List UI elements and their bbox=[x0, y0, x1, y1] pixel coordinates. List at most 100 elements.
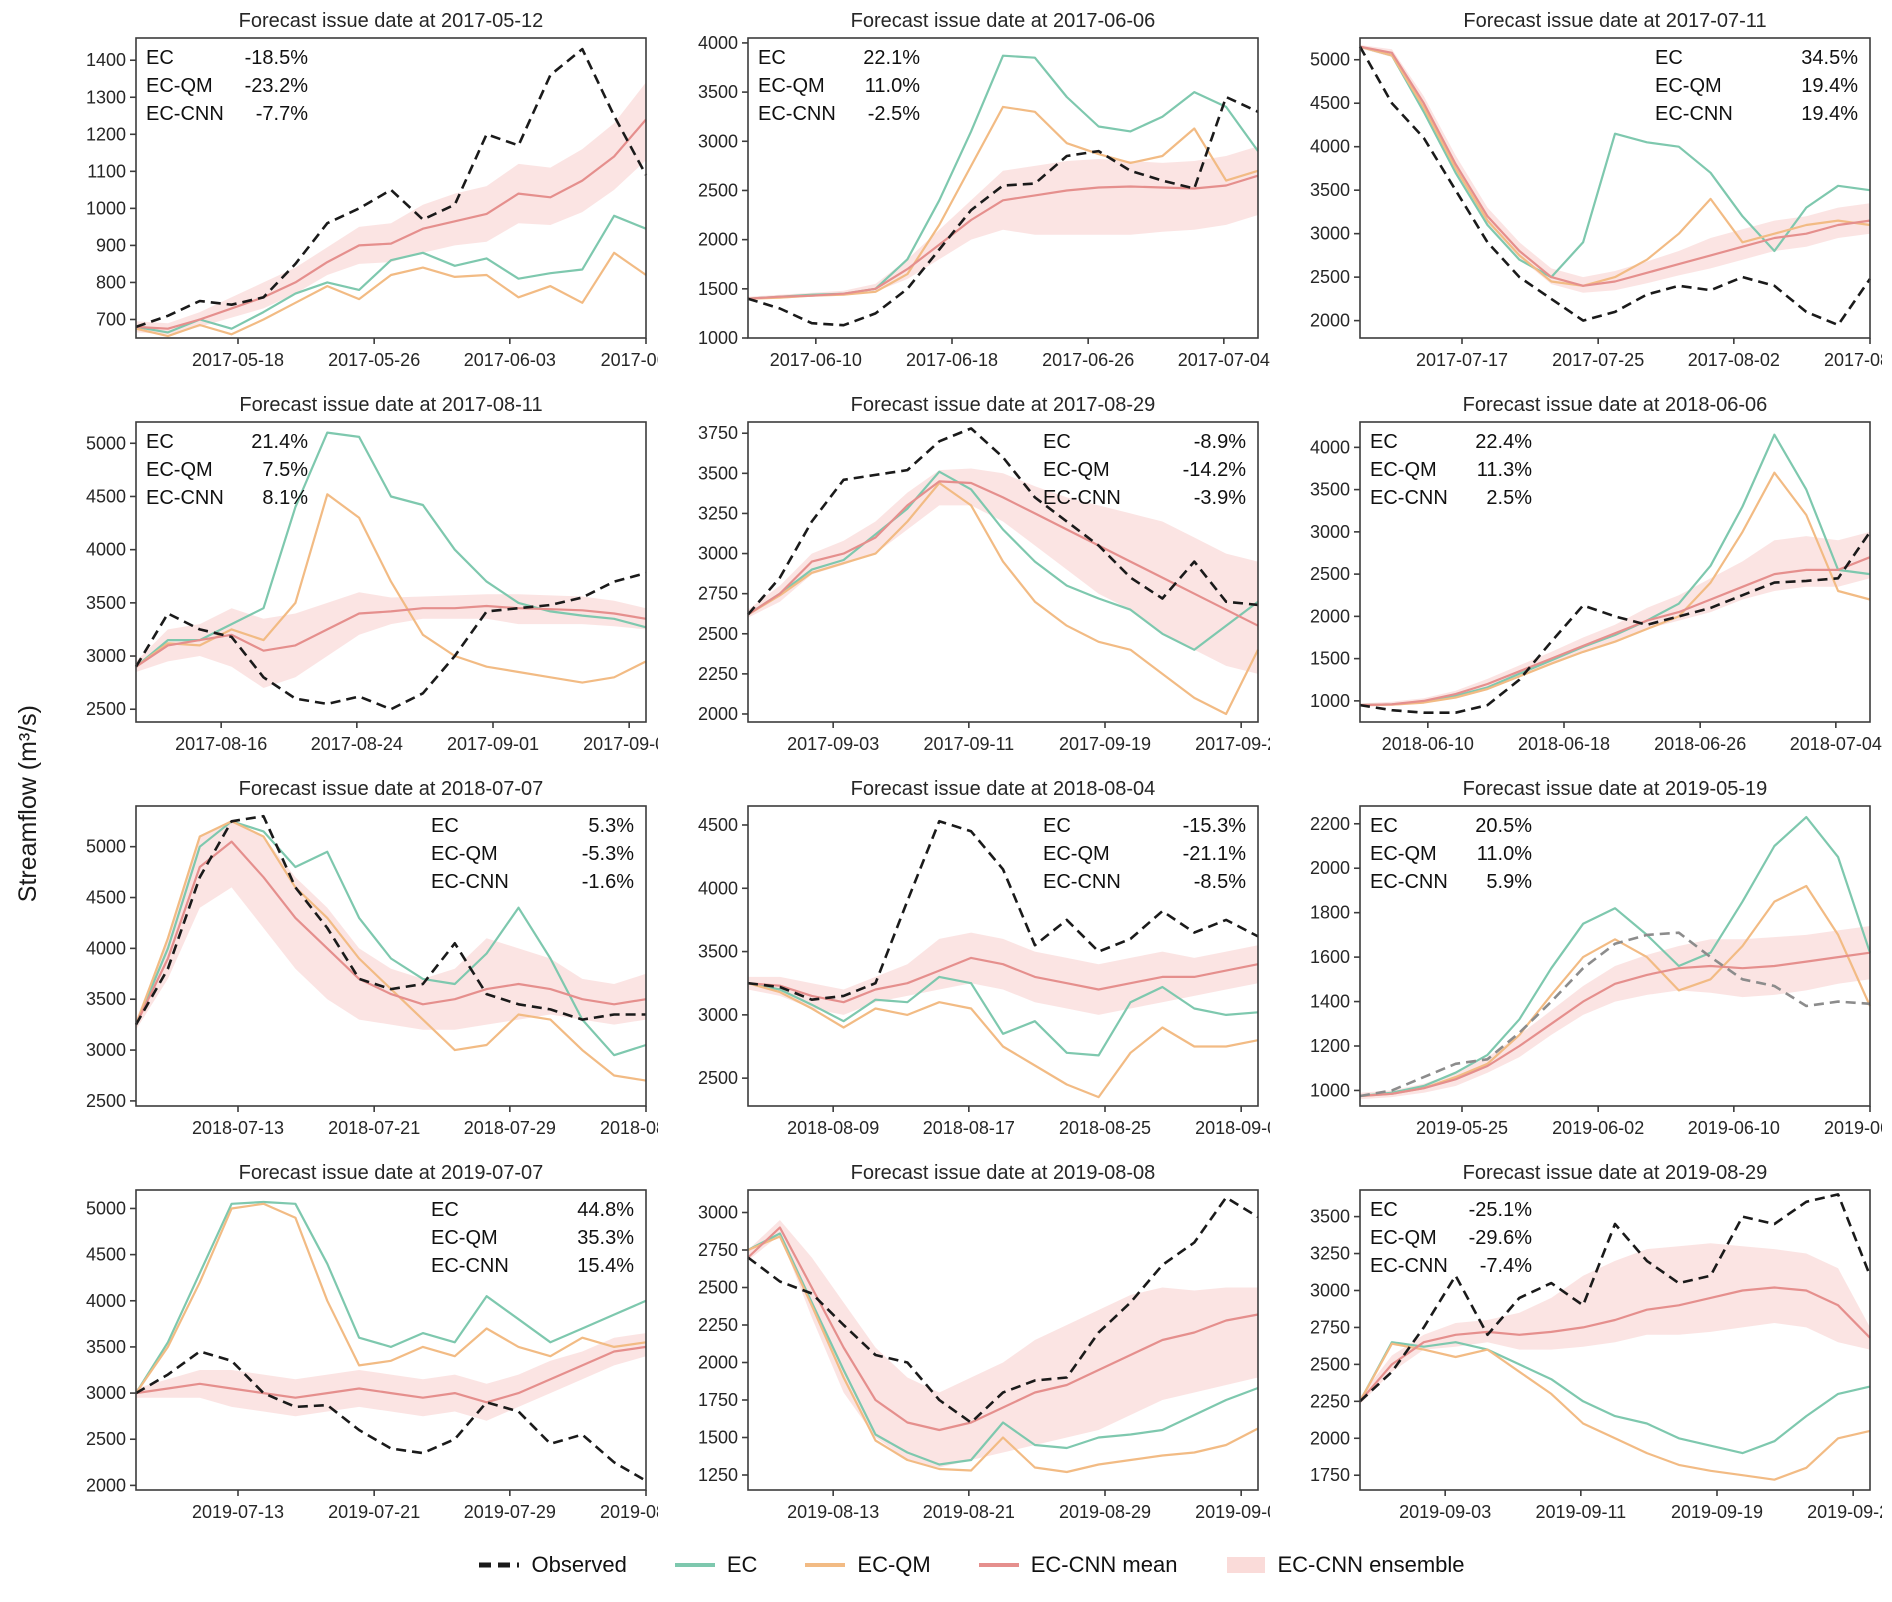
subplot-title: Forecast issue date at 2019-07-07 bbox=[239, 1162, 544, 1184]
axes-frame bbox=[747, 805, 1259, 1107]
x-tick-label: 2019-07-29 bbox=[464, 1502, 556, 1522]
annotation-model-name: EC-QM bbox=[146, 459, 213, 481]
y-tick-label: 2500 bbox=[1310, 564, 1350, 584]
annotation-model-value: -3.9% bbox=[1194, 487, 1246, 509]
x-tick-label: 2018-08-25 bbox=[1059, 1118, 1151, 1138]
y-tick-label: 4000 bbox=[698, 33, 738, 53]
y-tick-label: 5000 bbox=[86, 837, 126, 857]
y-tick-label: 1000 bbox=[1310, 691, 1350, 711]
y-tick-label: 4000 bbox=[1310, 437, 1350, 457]
subplot-6: Forecast issue date at 2018-06-06 1000 150… bbox=[1310, 394, 1882, 754]
x-tick-label: 2019-08-29 bbox=[1059, 1502, 1151, 1522]
y-tick-label: 3000 bbox=[1310, 522, 1350, 542]
y-axis: 2500 3000 3500 4000 4500 5000 bbox=[86, 433, 136, 719]
x-tick-label: 2017-06-10 bbox=[770, 350, 862, 370]
ec-line bbox=[135, 214, 647, 334]
legend-item-ec: EC bbox=[673, 1552, 757, 1578]
annotation-model-value: 20.5% bbox=[1475, 815, 1532, 837]
axes-frame bbox=[1359, 805, 1871, 1107]
x-tick-label: 2018-07-13 bbox=[192, 1118, 284, 1138]
y-tick-label: 1500 bbox=[698, 1428, 738, 1448]
y-tick-label: 2750 bbox=[1310, 1317, 1350, 1337]
y-tick-label: 2250 bbox=[698, 1315, 738, 1335]
y-tick-label: 3000 bbox=[698, 1005, 738, 1025]
y-tick-label: 1750 bbox=[698, 1390, 738, 1410]
axes-frame bbox=[747, 421, 1259, 723]
y-tick-label: 2000 bbox=[698, 704, 738, 724]
subplot-title: Forecast issue date at 2018-06-06 bbox=[1463, 394, 1768, 416]
annotation-model-value: -1.6% bbox=[582, 871, 634, 893]
y-tick-label: 4000 bbox=[86, 1291, 126, 1311]
annotation-model-value: 5.9% bbox=[1486, 871, 1532, 893]
annotation-model-value: -15.3% bbox=[1183, 815, 1247, 837]
x-axis: 2018-06-10 2018-06-18 2018-06-26 2018-07-04 bbox=[1382, 722, 1882, 754]
annotation-model-value: 22.1% bbox=[863, 47, 920, 69]
y-tick-label: 2000 bbox=[1310, 858, 1350, 878]
x-tick-label: 2019-06-18 bbox=[1824, 1118, 1882, 1138]
ec-cnn-mean-line bbox=[747, 480, 1259, 627]
annotation-model-name: EC-QM bbox=[1370, 1227, 1437, 1249]
axes-frame bbox=[135, 805, 647, 1107]
y-tick-label: 4000 bbox=[698, 878, 738, 898]
x-axis: 2017-08-16 2017-08-24 2017-09-01 2017-09-09 bbox=[175, 722, 658, 754]
y-tick-label: 3500 bbox=[1310, 180, 1350, 200]
annotation-model-name: EC-QM bbox=[431, 843, 498, 865]
y-tick-label: 1400 bbox=[1310, 992, 1350, 1012]
x-tick-label: 2019-06-10 bbox=[1688, 1118, 1780, 1138]
skill-annotation: EC -15.3% EC-QM -21.1% EC-CNN -8.5% bbox=[1043, 815, 1246, 893]
figure-content: Forecast issue date at 2017-05-12 700 800 9… bbox=[54, 6, 1888, 1602]
x-tick-label: 2017-09-03 bbox=[787, 734, 879, 754]
x-tick-label: 2018-06-18 bbox=[1518, 734, 1610, 754]
legend-label: Observed bbox=[531, 1552, 627, 1577]
x-tick-label: 2017-08-16 bbox=[175, 734, 267, 754]
x-tick-label: 2019-05-25 bbox=[1416, 1118, 1508, 1138]
x-tick-label: 2019-07-13 bbox=[192, 1502, 284, 1522]
annotation-model-value: -8.5% bbox=[1194, 871, 1246, 893]
y-tick-label: 2500 bbox=[1310, 1354, 1350, 1374]
x-tick-label: 2019-09-06 bbox=[1195, 1502, 1270, 1522]
y-tick-label: 3500 bbox=[86, 1337, 126, 1357]
skill-annotation: EC 22.4% EC-QM 11.3% EC-CNN 2.5% bbox=[1370, 431, 1532, 509]
x-tick-label: 2019-08-21 bbox=[923, 1502, 1015, 1522]
x-tick-label: 2019-09-19 bbox=[1671, 1502, 1763, 1522]
observed-line bbox=[747, 427, 1259, 616]
axes-frame bbox=[135, 37, 647, 339]
y-axis: 2500 3000 3500 4000 4500 bbox=[698, 815, 748, 1088]
y-tick-label: 3000 bbox=[86, 646, 126, 666]
annotation-model-name: EC-QM bbox=[1655, 75, 1722, 97]
y-tick-label: 700 bbox=[96, 309, 126, 329]
y-tick-label: 800 bbox=[96, 272, 126, 292]
annotation-model-value: -23.2% bbox=[245, 75, 309, 97]
x-tick-label: 2018-07-04 bbox=[1790, 734, 1882, 754]
y-tick-label: 1800 bbox=[1310, 903, 1350, 923]
y-tick-label: 4500 bbox=[698, 815, 738, 835]
y-tick-label: 2500 bbox=[86, 1429, 126, 1449]
skill-annotation: EC 21.4% EC-QM 7.5% EC-CNN 8.1% bbox=[146, 431, 308, 509]
ec-cnn-mean-line bbox=[135, 840, 647, 1026]
y-tick-label: 5000 bbox=[86, 1198, 126, 1218]
x-tick-label: 2019-09-11 bbox=[1535, 1502, 1626, 1522]
ec-cnn-mean-line bbox=[747, 174, 1259, 300]
subplot-10: Forecast issue date at 2019-07-07 2000 250… bbox=[86, 1162, 658, 1522]
subplot-title: Forecast issue date at 2017-05-12 bbox=[239, 10, 544, 32]
y-tick-label: 900 bbox=[96, 235, 126, 255]
annotation-model-value: -29.6% bbox=[1469, 1227, 1533, 1249]
eccnn-ensemble-band bbox=[136, 82, 646, 335]
ec-qm-line bbox=[135, 251, 647, 338]
ec-qm-line bbox=[1359, 471, 1871, 707]
x-axis: 2018-08-09 2018-08-17 2018-08-25 2018-09-02 bbox=[787, 1106, 1270, 1138]
ec-cnn-mean-line bbox=[1359, 556, 1871, 707]
y-tick-label: 1100 bbox=[87, 161, 126, 181]
subplot-8: Forecast issue date at 2018-08-04 2500 300… bbox=[698, 778, 1270, 1138]
legend: Observed EC EC-QM EC-CNN mean EC-CNN ensembl… bbox=[54, 1536, 1888, 1594]
annotation-model-name: EC bbox=[1370, 815, 1398, 837]
subplot-title: Forecast issue date at 2017-06-06 bbox=[851, 10, 1156, 32]
skill-annotation: EC 22.1% EC-QM 11.0% EC-CNN -2.5% bbox=[758, 47, 920, 125]
x-tick-label: 2019-06-02 bbox=[1552, 1118, 1644, 1138]
x-tick-label: 2017-07-17 bbox=[1416, 350, 1508, 370]
y-tick-label: 1400 bbox=[86, 50, 126, 70]
y-tick-label: 3500 bbox=[1310, 480, 1350, 500]
x-tick-label: 2018-09-02 bbox=[1195, 1118, 1270, 1138]
annotation-model-name: EC bbox=[1043, 815, 1071, 837]
annotation-model-value: 34.5% bbox=[1801, 47, 1858, 69]
